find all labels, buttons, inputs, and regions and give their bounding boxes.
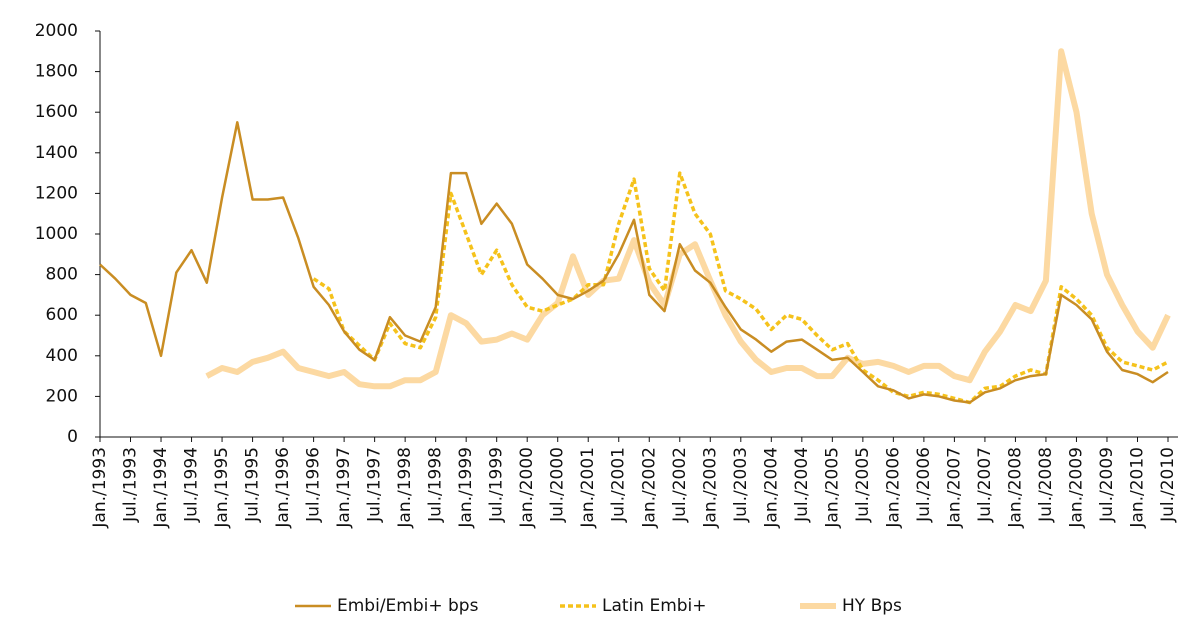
x-tick-label: Jan./2006 <box>883 447 903 529</box>
y-tick-label: 600 <box>46 305 78 325</box>
x-tick-label: Jul./1999 <box>487 447 507 523</box>
y-tick-label: 800 <box>46 265 78 285</box>
x-tick-label: Jan./2001 <box>578 447 598 529</box>
x-tick-label: Jul./2000 <box>548 447 568 523</box>
series-line <box>99 121 1169 404</box>
y-tick-label: 1600 <box>35 102 78 122</box>
legend-label: HY Bps <box>842 596 902 616</box>
x-tick-label: Jan./2010 <box>1127 447 1147 529</box>
x-tick-label: Jul./2002 <box>670 447 690 523</box>
x-tick-label: Jul./2001 <box>609 447 629 523</box>
x-tick-label: Jul./2010 <box>1158 447 1178 523</box>
x-tick-label: Jan./2007 <box>944 447 964 529</box>
x-tick-label: Jul./1993 <box>121 447 141 523</box>
x-tick-label: Jan./2004 <box>761 447 781 529</box>
x-tick-label: Jan./2003 <box>700 447 720 529</box>
x-tick-label: Jul./1994 <box>182 447 202 523</box>
y-tick-label: 400 <box>46 346 78 366</box>
x-tick-label: Jul./2006 <box>914 447 934 523</box>
x-tick-label: Jul./2004 <box>792 447 812 523</box>
y-tick-label: 1800 <box>35 62 78 82</box>
y-tick-label: 1200 <box>35 183 78 203</box>
y-tick-label: 1400 <box>35 143 78 163</box>
x-tick-label: Jan./1999 <box>456 447 476 529</box>
x-tick-label: Jul./1997 <box>365 447 385 523</box>
x-tick-label: Jan./1993 <box>90 447 110 529</box>
x-tick-label: Jan./1998 <box>395 447 415 529</box>
y-tick-label: 200 <box>46 386 78 406</box>
x-tick-label: Jan./2002 <box>639 447 659 529</box>
y-tick-label: 1000 <box>35 224 78 244</box>
x-tick-label: Jan./1997 <box>334 447 354 529</box>
x-tick-label: Jul./2005 <box>853 447 873 523</box>
y-tick-label: 0 <box>67 427 78 447</box>
x-tick-label: Jul./1998 <box>426 447 446 523</box>
x-tick-label: Jul./2008 <box>1036 447 1056 523</box>
x-tick-label: Jul./1996 <box>304 447 324 523</box>
legend-label: Latin Embi+ <box>602 596 707 616</box>
x-tick-label: Jan./1994 <box>151 447 171 529</box>
x-tick-label: Jul./2009 <box>1097 447 1117 523</box>
legend-label: Embi/Embi+ bps <box>337 596 479 616</box>
x-tick-label: Jan./1995 <box>212 447 232 529</box>
x-tick-label: Jan./2008 <box>1005 447 1025 529</box>
x-tick-label: Jan./1996 <box>273 447 293 529</box>
y-tick-label: 2000 <box>35 21 78 41</box>
x-tick-label: Jul./1995 <box>243 447 263 523</box>
x-tick-label: Jul./2007 <box>975 447 995 523</box>
x-tick-label: Jan./2009 <box>1066 447 1086 529</box>
x-tick-label: Jan./2000 <box>517 447 537 529</box>
series-line <box>205 48 1171 390</box>
x-tick-label: Jan./2005 <box>822 447 842 529</box>
x-tick-label: Jul./2003 <box>731 447 751 523</box>
